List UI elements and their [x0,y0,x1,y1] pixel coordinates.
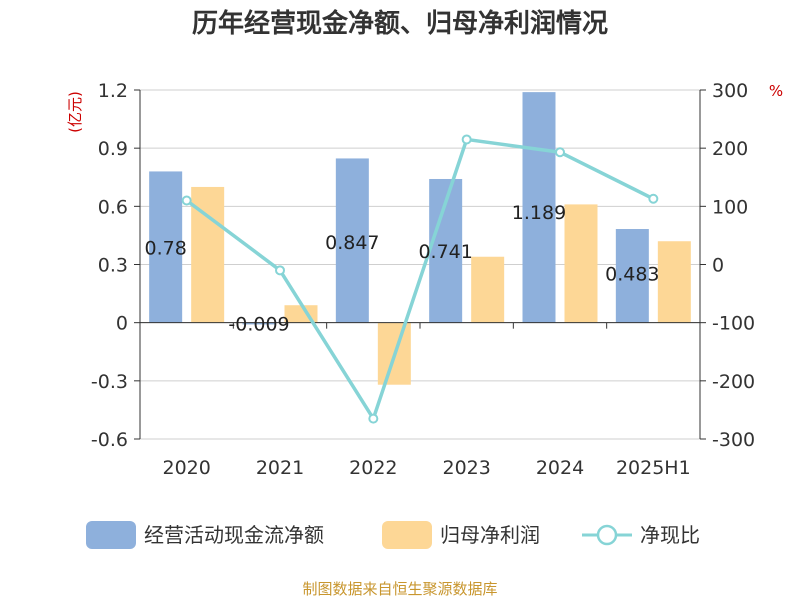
category-label: 2020 [162,457,210,479]
right-tick-label: -200 [712,371,755,393]
legend-swatch [86,521,136,549]
left-axis-unit: (亿元) [66,91,84,133]
category-label: 2025H1 [616,457,691,479]
bar-operating-cash-flow [522,92,556,323]
left-tick-label: 0 [116,313,128,335]
legend: 经营活动现金流净额 归母净利润 净现比 [86,521,700,549]
category-label: 2023 [442,457,490,479]
bar-operating-cash-flow [149,171,183,323]
chart-title: 历年经营现金净额、归母净利润情况 [192,8,608,39]
bar-data-label: 0.741 [418,241,472,263]
source-note: 制图数据来自恒生聚源数据库 [302,580,497,598]
right-axis-unit: % [769,82,783,100]
right-tick-label: 200 [712,138,748,160]
bar-net-profit [564,204,598,323]
legend-label: 经营活动现金流净额 [144,523,324,547]
right-tick-label: 0 [712,255,724,277]
bar-operating-cash-flow [615,229,649,323]
category-label: 2024 [536,457,584,479]
line-net-cash-ratio [185,137,655,421]
line-point [181,195,192,206]
category-label: 2022 [349,457,397,479]
line-point [555,147,565,158]
left-tick-label: 0.3 [98,255,128,277]
left-tick-label: 0.9 [98,138,128,160]
bar-data-label: 0.78 [145,238,187,260]
right-tick-label: 100 [712,196,748,218]
left-tick-label: 1.2 [98,80,128,102]
category-label: 2021 [256,457,304,479]
legend-label: 归母净利润 [440,523,540,547]
legend-label: 净现比 [640,523,700,547]
right-tick-label: -300 [712,429,755,451]
bar-layer [149,92,691,385]
legend-marker [596,524,618,546]
line-layer [181,134,659,424]
bar-operating-cash-flow [335,158,369,323]
left-tick-label: -0.6 [91,429,128,451]
bar-data-label: -0.009 [228,314,289,336]
bar-data-label: 0.483 [605,264,659,286]
line-point [275,265,285,276]
left-tick-label: 0.6 [98,196,128,218]
line-point [648,193,659,204]
axis-layer: -0.6 -0.3 0 0.3 0.6 0.9 1.2 -300 -200 -100 0 100 200… [91,80,755,479]
bar-net-profit [471,256,505,323]
line-point [461,134,472,145]
left-tick-label: -0.3 [91,371,128,393]
bar-data-label: 1.189 [512,202,566,224]
right-tick-label: -100 [712,313,755,335]
data-label-layer: 0.78 -0.009 0.847 0.741 1.189 0.483 [145,202,660,336]
bar-data-label: 0.847 [325,232,379,254]
legend-swatch [382,521,432,549]
line-point [368,413,379,424]
bar-net-profit [657,241,691,323]
bar-operating-cash-flow [242,322,276,325]
right-tick-label: 300 [712,80,748,102]
